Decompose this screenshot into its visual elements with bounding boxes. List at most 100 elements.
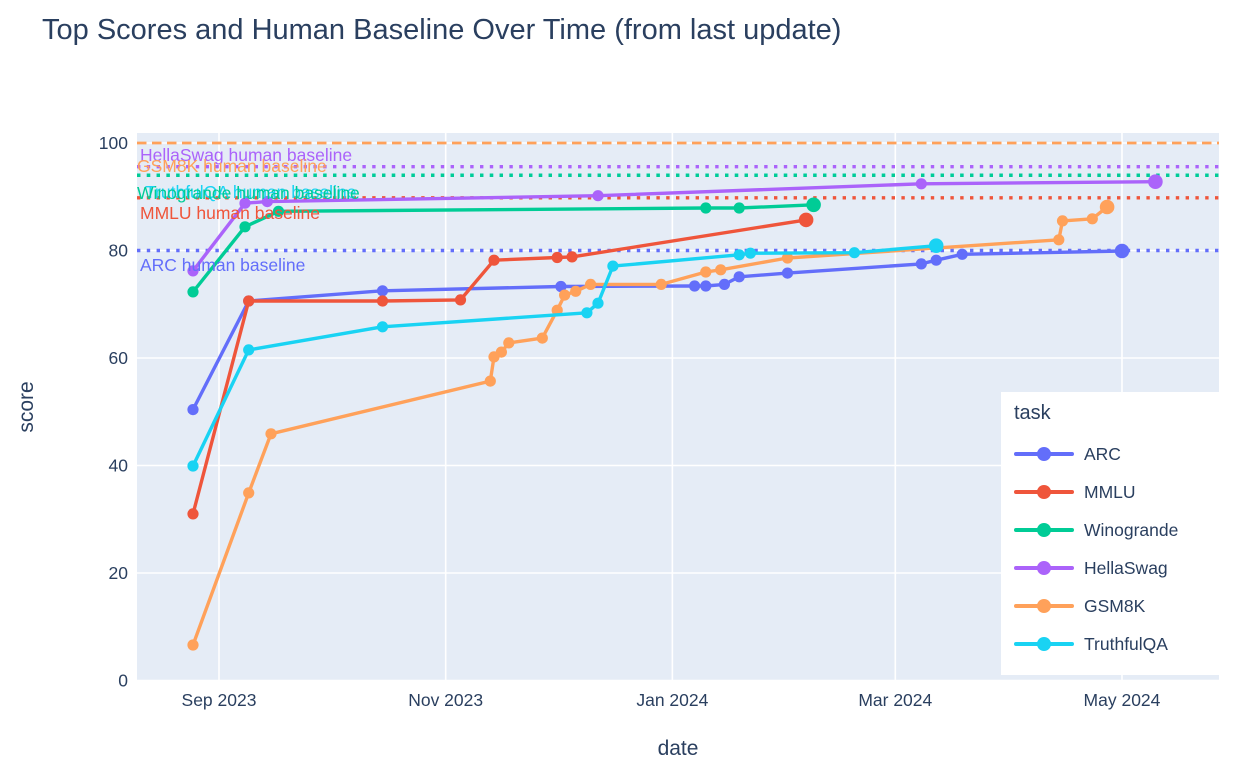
- data-point-Winogrande[interactable]: [239, 221, 251, 233]
- data-point-ARC[interactable]: [930, 254, 942, 266]
- data-point-GSM8K[interactable]: [570, 285, 582, 297]
- legend-item-ARC[interactable]: ARC: [1014, 435, 1253, 473]
- series-MMLU: [187, 212, 814, 520]
- legend-items: ARC MMLU Winogrande HellaSwag GSM8K TruthfulQ…: [1014, 435, 1253, 663]
- data-point-MMLU[interactable]: [488, 254, 500, 266]
- data-point-GSM8K[interactable]: [265, 428, 277, 440]
- data-point-ARC[interactable]: [1114, 243, 1130, 259]
- legend-swatch: [1014, 484, 1074, 500]
- baseline-label-TruthfulQA: TruthfulQA human baseline: [145, 182, 356, 202]
- data-point-Winogrande[interactable]: [272, 205, 285, 217]
- legend-swatch: [1014, 598, 1074, 614]
- data-point-TruthfulQA[interactable]: [744, 247, 757, 259]
- data-point-GSM8K[interactable]: [243, 487, 255, 499]
- data-point-MMLU[interactable]: [243, 295, 255, 307]
- data-point-HellaSwag[interactable]: [915, 178, 927, 190]
- data-point-GSM8K[interactable]: [655, 278, 667, 290]
- data-point-ARC[interactable]: [187, 404, 199, 416]
- legend-marker-dot: [1037, 447, 1051, 461]
- data-point-TruthfulQA[interactable]: [581, 307, 593, 319]
- data-point-ARC[interactable]: [915, 258, 927, 270]
- data-point-ARC[interactable]: [700, 280, 712, 292]
- y-tick-label: 60: [109, 348, 129, 368]
- y-tick-label: 80: [109, 241, 129, 261]
- series-line-HellaSwag: [191, 180, 1158, 273]
- legend-marker-dot: [1037, 637, 1051, 651]
- x-tick-label: Mar 2024: [858, 690, 932, 710]
- data-point-GSM8K[interactable]: [781, 252, 794, 264]
- data-point-ARC[interactable]: [689, 280, 701, 292]
- data-point-GSM8K[interactable]: [495, 346, 507, 358]
- data-point-MMLU[interactable]: [187, 508, 199, 520]
- data-point-MMLU[interactable]: [454, 294, 467, 306]
- baseline-label-HellaSwag: HellaSwag human baseline: [140, 145, 352, 165]
- series-TruthfulQA: [187, 238, 944, 472]
- data-point-ARC[interactable]: [718, 278, 731, 290]
- data-point-HellaSwag[interactable]: [187, 265, 199, 277]
- legend-marker-dot: [1037, 485, 1051, 499]
- data-point-ARC[interactable]: [376, 285, 389, 297]
- data-point-MMLU[interactable]: [376, 295, 389, 307]
- data-point-GSM8K[interactable]: [1099, 199, 1115, 215]
- legend-item-MMLU[interactable]: MMLU: [1014, 473, 1253, 511]
- baseline-label-GSM8K: GSM8K human baseline: [137, 156, 327, 176]
- data-point-MMLU[interactable]: [551, 251, 563, 264]
- data-point-ARC[interactable]: [781, 267, 794, 279]
- legend-swatch: [1014, 560, 1074, 576]
- data-point-GSM8K[interactable]: [484, 375, 496, 387]
- y-tick-label: 20: [109, 563, 129, 583]
- legend-item-HellaSwag[interactable]: HellaSwag: [1014, 549, 1253, 587]
- data-point-GSM8K[interactable]: [1086, 213, 1098, 225]
- data-point-Winogrande[interactable]: [700, 202, 712, 214]
- data-point-TruthfulQA[interactable]: [733, 249, 745, 261]
- legend-item-TruthfulQA[interactable]: TruthfulQA: [1014, 625, 1253, 663]
- series-GSM8K: [187, 199, 1115, 651]
- data-point-GSM8K[interactable]: [187, 639, 199, 651]
- legend-item-label: MMLU: [1084, 481, 1136, 502]
- data-point-HellaSwag[interactable]: [239, 197, 251, 209]
- data-point-MMLU[interactable]: [798, 212, 814, 228]
- legend-swatch: [1014, 636, 1074, 652]
- data-point-ARC[interactable]: [555, 280, 567, 293]
- legend-title: task: [1014, 402, 1051, 424]
- data-point-HellaSwag[interactable]: [592, 190, 604, 202]
- data-point-TruthfulQA[interactable]: [376, 321, 389, 333]
- data-point-HellaSwag[interactable]: [261, 196, 273, 208]
- legend-swatch: [1014, 522, 1074, 538]
- data-point-TruthfulQA[interactable]: [592, 297, 604, 309]
- data-point-ARC[interactable]: [733, 271, 745, 283]
- x-tick-label: Nov 2023: [408, 690, 483, 710]
- baseline-label-MMLU: MMLU human baseline: [140, 203, 320, 223]
- data-point-TruthfulQA[interactable]: [607, 260, 619, 272]
- data-point-GSM8K[interactable]: [503, 337, 515, 349]
- data-point-GSM8K[interactable]: [536, 332, 548, 344]
- data-point-GSM8K[interactable]: [700, 266, 712, 278]
- baseline-label-ARC: ARC human baseline: [140, 255, 305, 275]
- data-point-TruthfulQA[interactable]: [848, 247, 861, 259]
- data-point-MMLU[interactable]: [566, 251, 578, 263]
- x-tick-label: Sep 2023: [182, 690, 257, 710]
- data-point-TruthfulQA[interactable]: [928, 238, 944, 253]
- legend-item-label: Winogrande: [1084, 519, 1179, 540]
- legend-item-label: GSM8K: [1084, 595, 1146, 616]
- data-point-GSM8K[interactable]: [1056, 215, 1069, 227]
- legend-item-GSM8K[interactable]: GSM8K: [1014, 587, 1253, 625]
- data-point-GSM8K[interactable]: [1053, 234, 1065, 246]
- data-point-TruthfulQA[interactable]: [187, 460, 199, 472]
- y-tick-labels: 0 20 40 60 80 100: [99, 133, 128, 691]
- data-point-Winogrande[interactable]: [187, 286, 199, 298]
- data-point-Winogrande[interactable]: [806, 197, 821, 213]
- data-point-TruthfulQA[interactable]: [243, 344, 255, 356]
- y-tick-label: 100: [99, 133, 128, 153]
- x-tick-label: May 2024: [1084, 690, 1161, 710]
- data-point-Winogrande[interactable]: [733, 202, 745, 214]
- legend-item-Winogrande[interactable]: Winogrande: [1014, 511, 1253, 549]
- data-point-GSM8K[interactable]: [585, 278, 597, 290]
- data-point-GSM8K[interactable]: [559, 289, 571, 301]
- data-point-ARC[interactable]: [956, 248, 968, 260]
- data-point-HellaSwag[interactable]: [1148, 174, 1163, 189]
- data-point-GSM8K[interactable]: [715, 264, 727, 276]
- baseline-label-Winogrande: Winogrande human baseline: [137, 183, 360, 203]
- baseline-lines: [137, 141, 1219, 253]
